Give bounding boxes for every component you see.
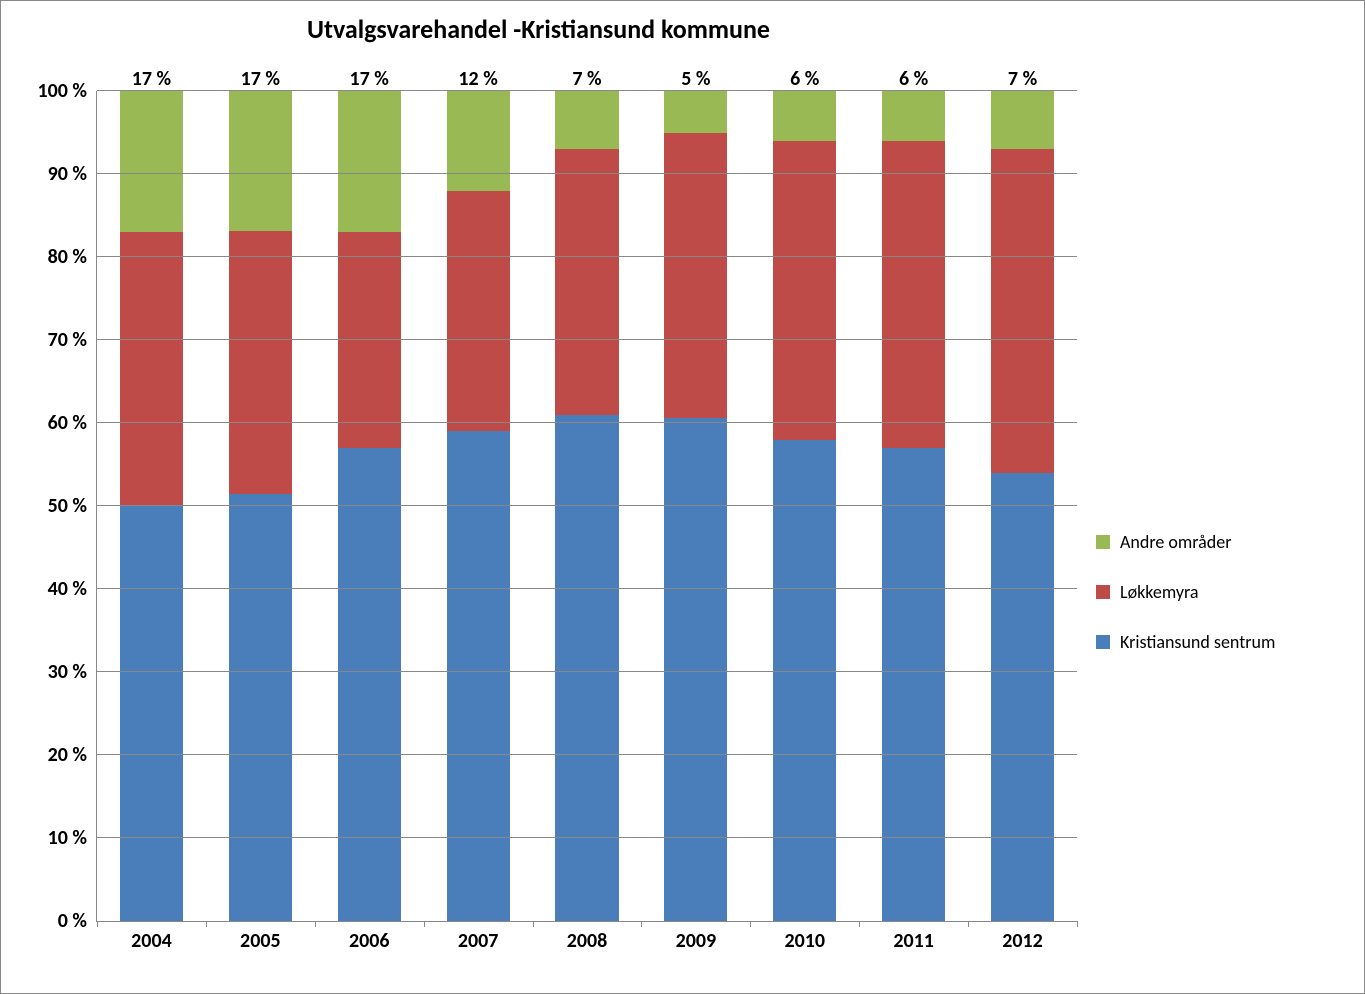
x-axis-tick-label: 2009 — [676, 929, 717, 953]
grid-line — [97, 671, 1077, 672]
bars-container: 50 %33 %17 %52 %32 %17 %57 %26 %17 %59 %… — [97, 91, 1077, 921]
bar-group: 57 %37 %6 % — [882, 91, 945, 921]
x-tick-mark — [97, 921, 98, 927]
legend-swatch — [1096, 585, 1110, 599]
bar-group: 59 %29 %12 % — [447, 91, 510, 921]
bar-group: 54 %39 %7 % — [991, 91, 1054, 921]
x-tick-mark — [206, 921, 207, 927]
y-axis-tick-label: 100 % — [37, 79, 87, 103]
grid-line — [97, 256, 1077, 257]
y-axis-tick-label: 90 % — [48, 162, 87, 186]
y-axis-tick-label: 10 % — [48, 826, 87, 850]
x-axis-tick-label: 2008 — [567, 929, 608, 953]
bar-segment-sentrum: 54 % — [991, 473, 1054, 921]
x-axis-tick-label: 2006 — [349, 929, 390, 953]
bar-segment-label: 7 % — [1008, 67, 1037, 91]
y-axis-tick-label: 80 % — [48, 245, 87, 269]
chart-title: Utvalgsvarehandel -Kristiansund kommune — [1, 13, 1076, 45]
x-axis-tick-label: 2007 — [458, 929, 499, 953]
y-axis-tick-label: 40 % — [48, 577, 87, 601]
grid-line — [97, 837, 1077, 838]
bar-segment-sentrum: 50 % — [120, 506, 183, 921]
plot-area: 50 %33 %17 %52 %32 %17 %57 %26 %17 %59 %… — [96, 91, 1077, 922]
legend-item-sentrum: Kristiansund sentrum — [1096, 631, 1275, 653]
bar-segment-label: 5 % — [681, 67, 710, 91]
x-tick-mark — [968, 921, 969, 927]
bar-segment-lokkemyra: 32 % — [555, 149, 618, 415]
bar-segment-andre: 17 % — [120, 91, 183, 232]
legend: Andre områder Løkkemyra Kristiansund sentr… — [1096, 531, 1275, 681]
bar-segment-andre: 7 % — [991, 91, 1054, 149]
bar-segment-andre: 6 % — [882, 91, 945, 141]
bar-segment-andre: 6 % — [773, 91, 836, 141]
bar-segment-lokkemyra: 34 % — [664, 133, 727, 418]
bar-group: 60 %34 %5 % — [664, 91, 727, 921]
x-axis-tick-label: 2012 — [1002, 929, 1043, 953]
bar-segment-andre: 17 % — [338, 91, 401, 232]
bar-segment-label: 6 % — [790, 67, 819, 91]
legend-swatch — [1096, 635, 1110, 649]
x-tick-mark — [641, 921, 642, 927]
y-axis-tick-label: 0 % — [58, 909, 87, 933]
bar-segment-label: 17 % — [241, 67, 280, 91]
y-axis-tick-label: 20 % — [48, 743, 87, 767]
legend-label: Løkkemyra — [1120, 581, 1199, 603]
legend-item-lokkemyra: Løkkemyra — [1096, 581, 1275, 603]
grid-line — [97, 505, 1077, 506]
bar-group: 58 %36 %6 % — [773, 91, 836, 921]
bar-segment-andre: 12 % — [447, 91, 510, 191]
bar-segment-lokkemyra: 36 % — [773, 141, 836, 440]
bar-segment-sentrum: 52 % — [229, 494, 292, 921]
bar-group: 52 %32 %17 % — [229, 91, 292, 921]
y-axis-tick-label: 60 % — [48, 411, 87, 435]
grid-line — [97, 339, 1077, 340]
legend-swatch — [1096, 535, 1110, 549]
y-axis-tick-label: 70 % — [48, 328, 87, 352]
grid-line — [97, 173, 1077, 174]
bar-segment-sentrum: 61 % — [555, 415, 618, 921]
bar-group: 57 %26 %17 % — [338, 91, 401, 921]
x-tick-mark — [859, 921, 860, 927]
bar-segment-label: 6 % — [899, 67, 928, 91]
legend-label: Andre områder — [1120, 531, 1231, 553]
bar-segment-label: 12 % — [458, 67, 497, 91]
bar-segment-sentrum: 57 % — [338, 448, 401, 921]
x-tick-mark — [424, 921, 425, 927]
x-axis-tick-label: 2005 — [240, 929, 281, 953]
chart-frame: Utvalgsvarehandel -Kristiansund kommune … — [0, 0, 1365, 994]
x-axis-tick-label: 2011 — [893, 929, 934, 953]
bar-segment-sentrum: 57 % — [882, 448, 945, 921]
x-tick-mark — [1077, 921, 1078, 927]
grid-line — [97, 422, 1077, 423]
y-axis-tick-label: 50 % — [48, 494, 87, 518]
grid-line — [97, 588, 1077, 589]
bar-segment-lokkemyra: 29 % — [447, 191, 510, 432]
x-tick-mark — [315, 921, 316, 927]
bar-segment-andre: 5 % — [664, 91, 727, 133]
bar-segment-lokkemyra: 37 % — [882, 141, 945, 448]
bar-segment-label: 7 % — [572, 67, 601, 91]
bar-segment-label: 17 % — [132, 67, 171, 91]
x-tick-mark — [750, 921, 751, 927]
bar-segment-label: 17 % — [350, 67, 389, 91]
bar-segment-lokkemyra: 26 % — [338, 232, 401, 448]
bar-group: 50 %33 %17 % — [120, 91, 183, 921]
grid-line — [97, 90, 1077, 91]
bar-segment-sentrum: 58 % — [773, 440, 836, 921]
x-axis-tick-label: 2004 — [131, 929, 172, 953]
x-axis-tick-label: 2010 — [784, 929, 825, 953]
legend-label: Kristiansund sentrum — [1120, 631, 1275, 653]
bar-segment-lokkemyra: 32 % — [229, 231, 292, 494]
bar-segment-sentrum: 60 % — [664, 418, 727, 921]
bar-group: 61 %32 %7 % — [555, 91, 618, 921]
bar-segment-andre: 7 % — [555, 91, 618, 149]
y-axis-tick-label: 30 % — [48, 660, 87, 684]
grid-line — [97, 754, 1077, 755]
bar-segment-andre: 17 % — [229, 91, 292, 231]
legend-item-andre: Andre områder — [1096, 531, 1275, 553]
x-tick-mark — [533, 921, 534, 927]
bar-segment-lokkemyra: 39 % — [991, 149, 1054, 473]
bar-segment-lokkemyra: 33 % — [120, 232, 183, 506]
